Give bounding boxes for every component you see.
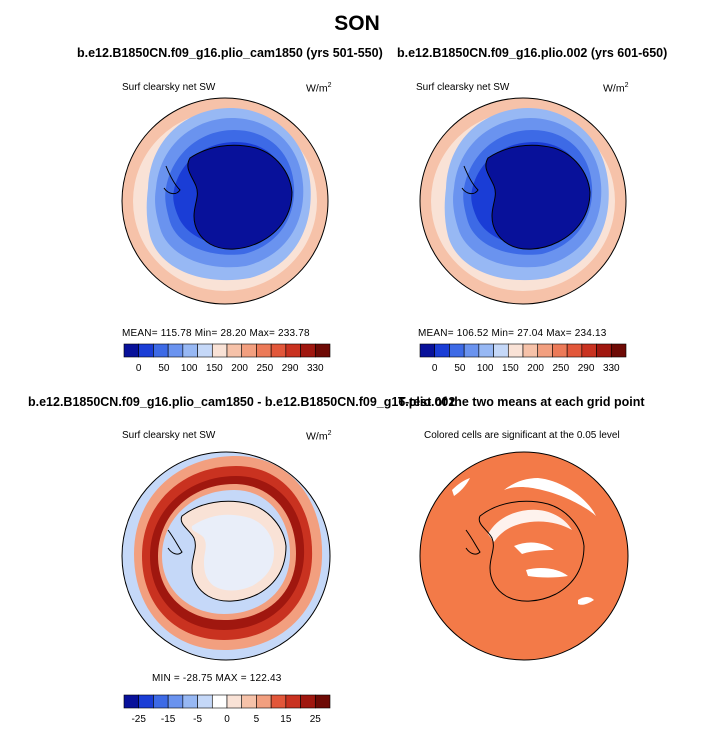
colorbar-tick-label: 0 [432,363,438,374]
colorbar-box [522,343,539,358]
colorbar-box [123,694,140,709]
significance-note: Colored cells are significant at the 0.0… [424,430,620,441]
colorbar-box [300,343,316,358]
colorbar-box [314,694,331,709]
colorbar-box [434,343,450,358]
colorbar-box [153,343,169,358]
colorbar-tick-label: 200 [527,363,544,374]
colorbar-box [493,343,509,358]
colorbar-box [182,343,198,358]
colorbar-box [123,343,140,358]
colorbar-tick-label: 330 [307,363,324,374]
panel-title-case1: b.e12.B1850CN.f09_g16.plio_cam1850 (yrs … [77,46,383,60]
colorbar-box [478,343,494,358]
colorbar-case1: 0 50 100 150 200 250 290 330 [123,343,331,374]
colorbar-box [507,343,524,358]
colorbar-box [211,694,228,709]
stats-case2: MEAN= 106.52 Min= 27.04 Max= 234.13 [418,328,607,339]
colorbar-tick-label: 330 [603,363,620,374]
colorbar-box [552,343,568,358]
colorbar-box [197,343,213,358]
colorbar-box [241,343,257,358]
variable-label-diff: Surf clearsky net SW [122,430,216,441]
unit-label-diff: W/m2 [306,430,332,443]
colorbar-box [241,694,257,709]
map-diff [121,451,331,661]
stats-case1: MEAN= 115.78 Min= 28.20 Max= 233.78 [122,328,310,339]
unit-label-case1: W/m2 [306,82,332,95]
colorbar-tick-label: 290 [282,363,299,374]
colorbar-tick-label: -5 [193,714,202,725]
colorbar-box [596,343,612,358]
colorbar-box [197,694,213,709]
colorbar-box [566,343,583,358]
colorbar-tick-label: 15 [280,714,292,725]
colorbar-box [256,694,272,709]
stats-diff: MIN = -28.75 MAX = 122.43 [152,673,282,684]
panel-title-ttest: T-test of the two means at each grid poi… [398,395,645,409]
colorbar-tick-label: 100 [477,363,494,374]
panel-title-diff: b.e12.B1850CN.f09_g16.plio_cam1850 - b.e… [28,395,456,409]
colorbar-box [226,343,243,358]
colorbar-box [537,343,553,358]
figure-title: SON [334,12,380,35]
colorbar-box [226,694,243,709]
colorbar-tick-label: 0 [136,363,142,374]
map-case2 [419,97,627,305]
colorbar-tick-label: 25 [310,714,322,725]
panel-title-case2: b.e12.B1850CN.f09_g16.plio.002 (yrs 601-… [397,46,668,60]
colorbar-box [419,343,436,358]
colorbar-box [138,694,154,709]
colorbar-case2: 0 50 100 150 200 250 290 330 [419,343,627,374]
colorbar-tick-label: 5 [254,714,260,725]
colorbar-tick-label: 150 [206,363,223,374]
colorbar-tick-label: -25 [131,714,146,725]
colorbar-tick-label: -15 [161,714,176,725]
map-ttest [419,451,629,661]
colorbar-box [270,343,287,358]
colorbar-box [449,343,465,358]
colorbar-box [167,343,184,358]
colorbar-box [463,343,480,358]
unit-label-case2: W/m2 [603,82,629,95]
colorbar-tick-label: 100 [181,363,198,374]
colorbar-box [153,694,169,709]
colorbar-tick-label: 250 [256,363,273,374]
colorbar-box [182,694,198,709]
colorbar-box [256,343,272,358]
map-case1 [121,97,329,305]
colorbar-box [270,694,287,709]
colorbar-tick-label: 250 [552,363,569,374]
colorbar-box [314,343,331,358]
variable-label-case1: Surf clearsky net SW [122,82,216,93]
variable-label-case2: Surf clearsky net SW [416,82,510,93]
colorbar-box [610,343,627,358]
colorbar-box [285,343,301,358]
colorbar-tick-label: 50 [454,363,466,374]
colorbar-box [138,343,154,358]
colorbar-box [167,694,184,709]
colorbar-tick-label: 200 [231,363,248,374]
colorbar-tick-label: 0 [224,714,230,725]
colorbar-box [581,343,597,358]
colorbar-diff: -25 -15 -5 0 5 15 25 [123,694,331,725]
colorbar-tick-label: 150 [502,363,519,374]
colorbar-tick-label: 290 [578,363,595,374]
colorbar-box [211,343,228,358]
colorbar-box [300,694,316,709]
colorbar-box [285,694,301,709]
colorbar-tick-label: 50 [158,363,170,374]
